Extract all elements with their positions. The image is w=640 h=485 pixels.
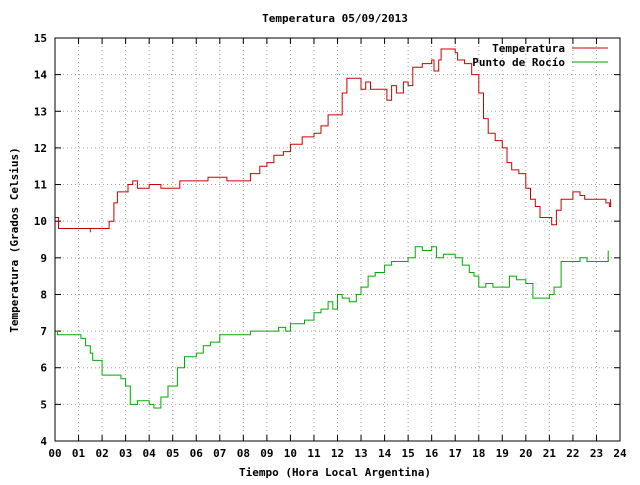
- punto-de-rocio-line: [55, 246, 609, 409]
- x-tick-label: 21: [543, 447, 557, 460]
- y-tick-label: 13: [34, 105, 47, 118]
- y-tick-label: 15: [34, 32, 47, 45]
- x-tick-label: 13: [354, 447, 367, 460]
- x-tick-label: 15: [402, 447, 415, 460]
- y-tick-label: 10: [34, 215, 47, 228]
- y-tick-label: 7: [40, 325, 47, 338]
- x-tick-label: 08: [237, 447, 250, 460]
- x-tick-label: 18: [472, 447, 485, 460]
- x-tick-label: 06: [190, 447, 204, 460]
- x-tick-label: 04: [143, 447, 157, 460]
- x-tick-label: 24: [613, 447, 627, 460]
- x-tick-label: 20: [519, 447, 532, 460]
- y-tick-label: 9: [40, 252, 47, 265]
- y-tick-label: 12: [34, 142, 47, 155]
- legend-label-punto-de-rocio: Punto de Rocío: [472, 56, 565, 69]
- tick-layer: 00 01 02 03 04 05 06 07 08 09 10 11 12 13 14 15 16 17 18 19…: [34, 32, 627, 460]
- x-tick-label: 01: [72, 447, 86, 460]
- x-tick-label: 17: [449, 447, 462, 460]
- chart-title: Temperatura 05/09/2013: [262, 12, 408, 25]
- x-tick-label: 11: [307, 447, 321, 460]
- temperatura-line: [55, 48, 612, 233]
- legend: Temperatura Punto de Rocío: [472, 42, 608, 69]
- y-tick-label: 11: [34, 179, 48, 192]
- x-tick-label: 02: [95, 447, 108, 460]
- x-tick-label: 10: [284, 447, 297, 460]
- y-tick-label: 6: [40, 362, 47, 375]
- x-tick-label: 23: [590, 447, 603, 460]
- x-tick-label: 16: [425, 447, 439, 460]
- legend-label-temperatura: Temperatura: [492, 42, 565, 55]
- x-tick-label: 05: [166, 447, 179, 460]
- series-layer: [55, 48, 612, 409]
- x-axis-label: Tiempo (Hora Local Argentina): [239, 466, 431, 479]
- x-tick-label: 12: [331, 447, 344, 460]
- y-axis-label: Temperatura (Grados Celsius): [8, 147, 21, 332]
- x-tick-label: 00: [48, 447, 61, 460]
- x-tick-label: 03: [119, 447, 132, 460]
- y-tick-label: 8: [40, 288, 47, 301]
- y-tick-label: 5: [40, 398, 47, 411]
- x-tick-label: 22: [566, 447, 579, 460]
- x-tick-label: 09: [260, 447, 273, 460]
- y-tick-label: 4: [40, 435, 47, 448]
- x-tick-label: 19: [496, 447, 509, 460]
- y-tick-label: 14: [34, 69, 48, 82]
- x-tick-label: 07: [213, 447, 226, 460]
- x-tick-label: 14: [378, 447, 392, 460]
- plot-frame: [54, 37, 621, 442]
